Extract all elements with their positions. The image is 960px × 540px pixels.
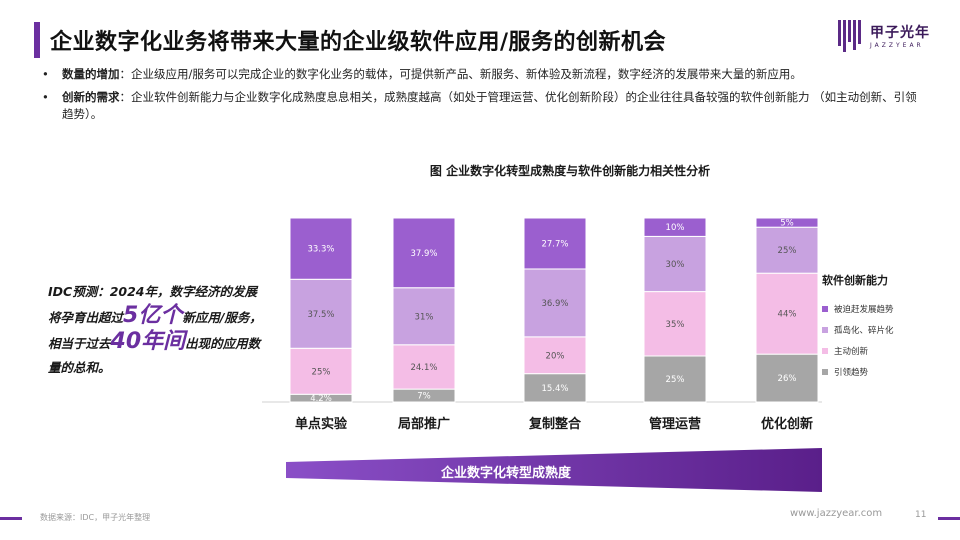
data-source: 数据来源：IDC，甲子光年整理 (40, 513, 151, 522)
legend-swatch (822, 326, 828, 333)
legend-item: 被迫赶发展趋势 (822, 298, 942, 319)
bar-segment (289, 278, 353, 349)
page-number: 11 (915, 510, 927, 520)
bar-segment (755, 226, 819, 274)
logo-text: 甲子光年 (870, 25, 930, 41)
callout-highlight: 40年间 (110, 329, 186, 354)
category-label: 复制整合 (528, 416, 582, 432)
legend-swatch (822, 305, 828, 312)
bar-data-label: 33.3% (307, 245, 334, 255)
footer-accent-left (0, 517, 22, 520)
bar-segment (643, 355, 707, 403)
bar-segment (289, 217, 353, 280)
legend-label: 孤岛化、碎片化 (834, 325, 894, 336)
bar-segment (523, 217, 587, 270)
category-label: 单点实验 (295, 416, 348, 432)
bar-data-label: 4.2% (310, 394, 332, 404)
bar-data-label: 5% (780, 219, 794, 229)
category-label: 局部推广 (398, 416, 450, 432)
bar-segment (523, 268, 587, 338)
bullet-text: ：企业级应用/服务可以完成企业的数字化业务的载体，可提供新产品、新服务、新体验及… (119, 67, 802, 81)
chart-title: 图 企业数字化转型成熟度与软件创新能力相关性分析 (429, 164, 711, 178)
bar-data-label: 44% (778, 310, 797, 320)
website-link[interactable]: www.jazzyear.com (790, 508, 883, 519)
bullet-item: 创新的需求：企业软件创新能力与企业数字化成熟度息息相关，成熟度越高（如处于管理运… (40, 89, 920, 123)
chart-legend: 软件创新能力 被迫赶发展趋势 孤岛化、碎片化 主动创新 引领趋势 (822, 272, 942, 382)
bar-data-label: 31% (415, 312, 434, 322)
callout-text: 新应用/服务，相当于过去 (48, 310, 262, 351)
bar-segment (523, 373, 587, 403)
bar-data-label: 10% (666, 223, 685, 233)
legend-label: 被迫赶发展趋势 (834, 304, 894, 315)
legend-label: 主动创新 (834, 346, 869, 357)
bar-data-label: 20% (546, 351, 565, 361)
callout-text: IDC预测：2024年，数字经济的发展将孕育出超过 (48, 284, 257, 325)
bar-data-label: 15.4% (541, 384, 568, 394)
bullet-item: 数量的增加：企业级应用/服务可以完成企业的数字化业务的载体，可提供新产品、新服务… (40, 66, 920, 83)
bar-segment (755, 217, 819, 228)
logo-subtext: JAZZYEAR (870, 42, 924, 49)
bar-data-label: 35% (666, 320, 685, 330)
bar-data-label: 25% (312, 367, 331, 377)
bar-segment (643, 235, 707, 293)
idc-callout: IDC预测：2024年，数字经济的发展将孕育出超过5亿个新应用/服务，相当于过去… (48, 280, 268, 380)
legend-swatch (822, 347, 828, 354)
title-accent-bar (34, 22, 40, 58)
bar-segment (392, 217, 456, 289)
brand-logo: 甲子光年 JAZZYEAR (838, 20, 938, 54)
bullet-list: 数量的增加：企业级应用/服务可以完成企业的数字化业务的载体，可提供新产品、新服务… (40, 66, 920, 129)
legend-title: 软件创新能力 (822, 274, 888, 287)
legend-swatch (822, 368, 828, 375)
page-title: 企业数字化业务将带来大量的企业级软件应用/服务的创新机会 (50, 30, 667, 55)
bar-data-label: 27.7% (541, 239, 568, 249)
bar-data-label: 25% (778, 246, 797, 256)
maturity-arrow (286, 448, 822, 492)
category-label: 优化创新 (761, 416, 813, 432)
bar-data-label: 7% (417, 392, 431, 402)
bullet-label: 数量的增加 (62, 67, 120, 81)
bar-segment (643, 217, 707, 237)
legend-item: 引领趋势 (822, 361, 942, 382)
bullet-text: ：企业软件创新能力与企业数字化成熟度息息相关，成熟度越高（如处于管理运营、优化创… (62, 90, 917, 121)
bar-segment (523, 336, 587, 375)
legend-item: 主动创新 (822, 340, 942, 361)
callout-text: 出现的应用数量的总和。 (48, 336, 261, 375)
bar-data-label: 25% (666, 375, 685, 385)
bar-segment (755, 353, 819, 403)
bar-data-label: 24.1% (410, 363, 437, 373)
bar-segment (643, 291, 707, 357)
category-label: 管理运营 (649, 416, 701, 432)
logo-mark-icon (838, 20, 864, 52)
footer-accent-right (938, 517, 960, 520)
bar-segment (289, 347, 353, 395)
maturity-label: 企业数字化转型成熟度 (440, 466, 571, 481)
bar-data-label: 37.9% (410, 249, 437, 259)
bar-data-label: 26% (778, 374, 797, 384)
bar-segment (392, 344, 456, 390)
legend-label: 引领趋势 (834, 367, 869, 378)
legend-item: 孤岛化、碎片化 (822, 319, 942, 340)
bar-data-label: 36.9% (541, 299, 568, 309)
bullet-label: 创新的需求 (62, 90, 120, 104)
callout-highlight: 5亿个 (123, 303, 183, 328)
bar-data-label: 30% (666, 260, 685, 270)
bar-data-label: 37.5% (307, 310, 334, 320)
